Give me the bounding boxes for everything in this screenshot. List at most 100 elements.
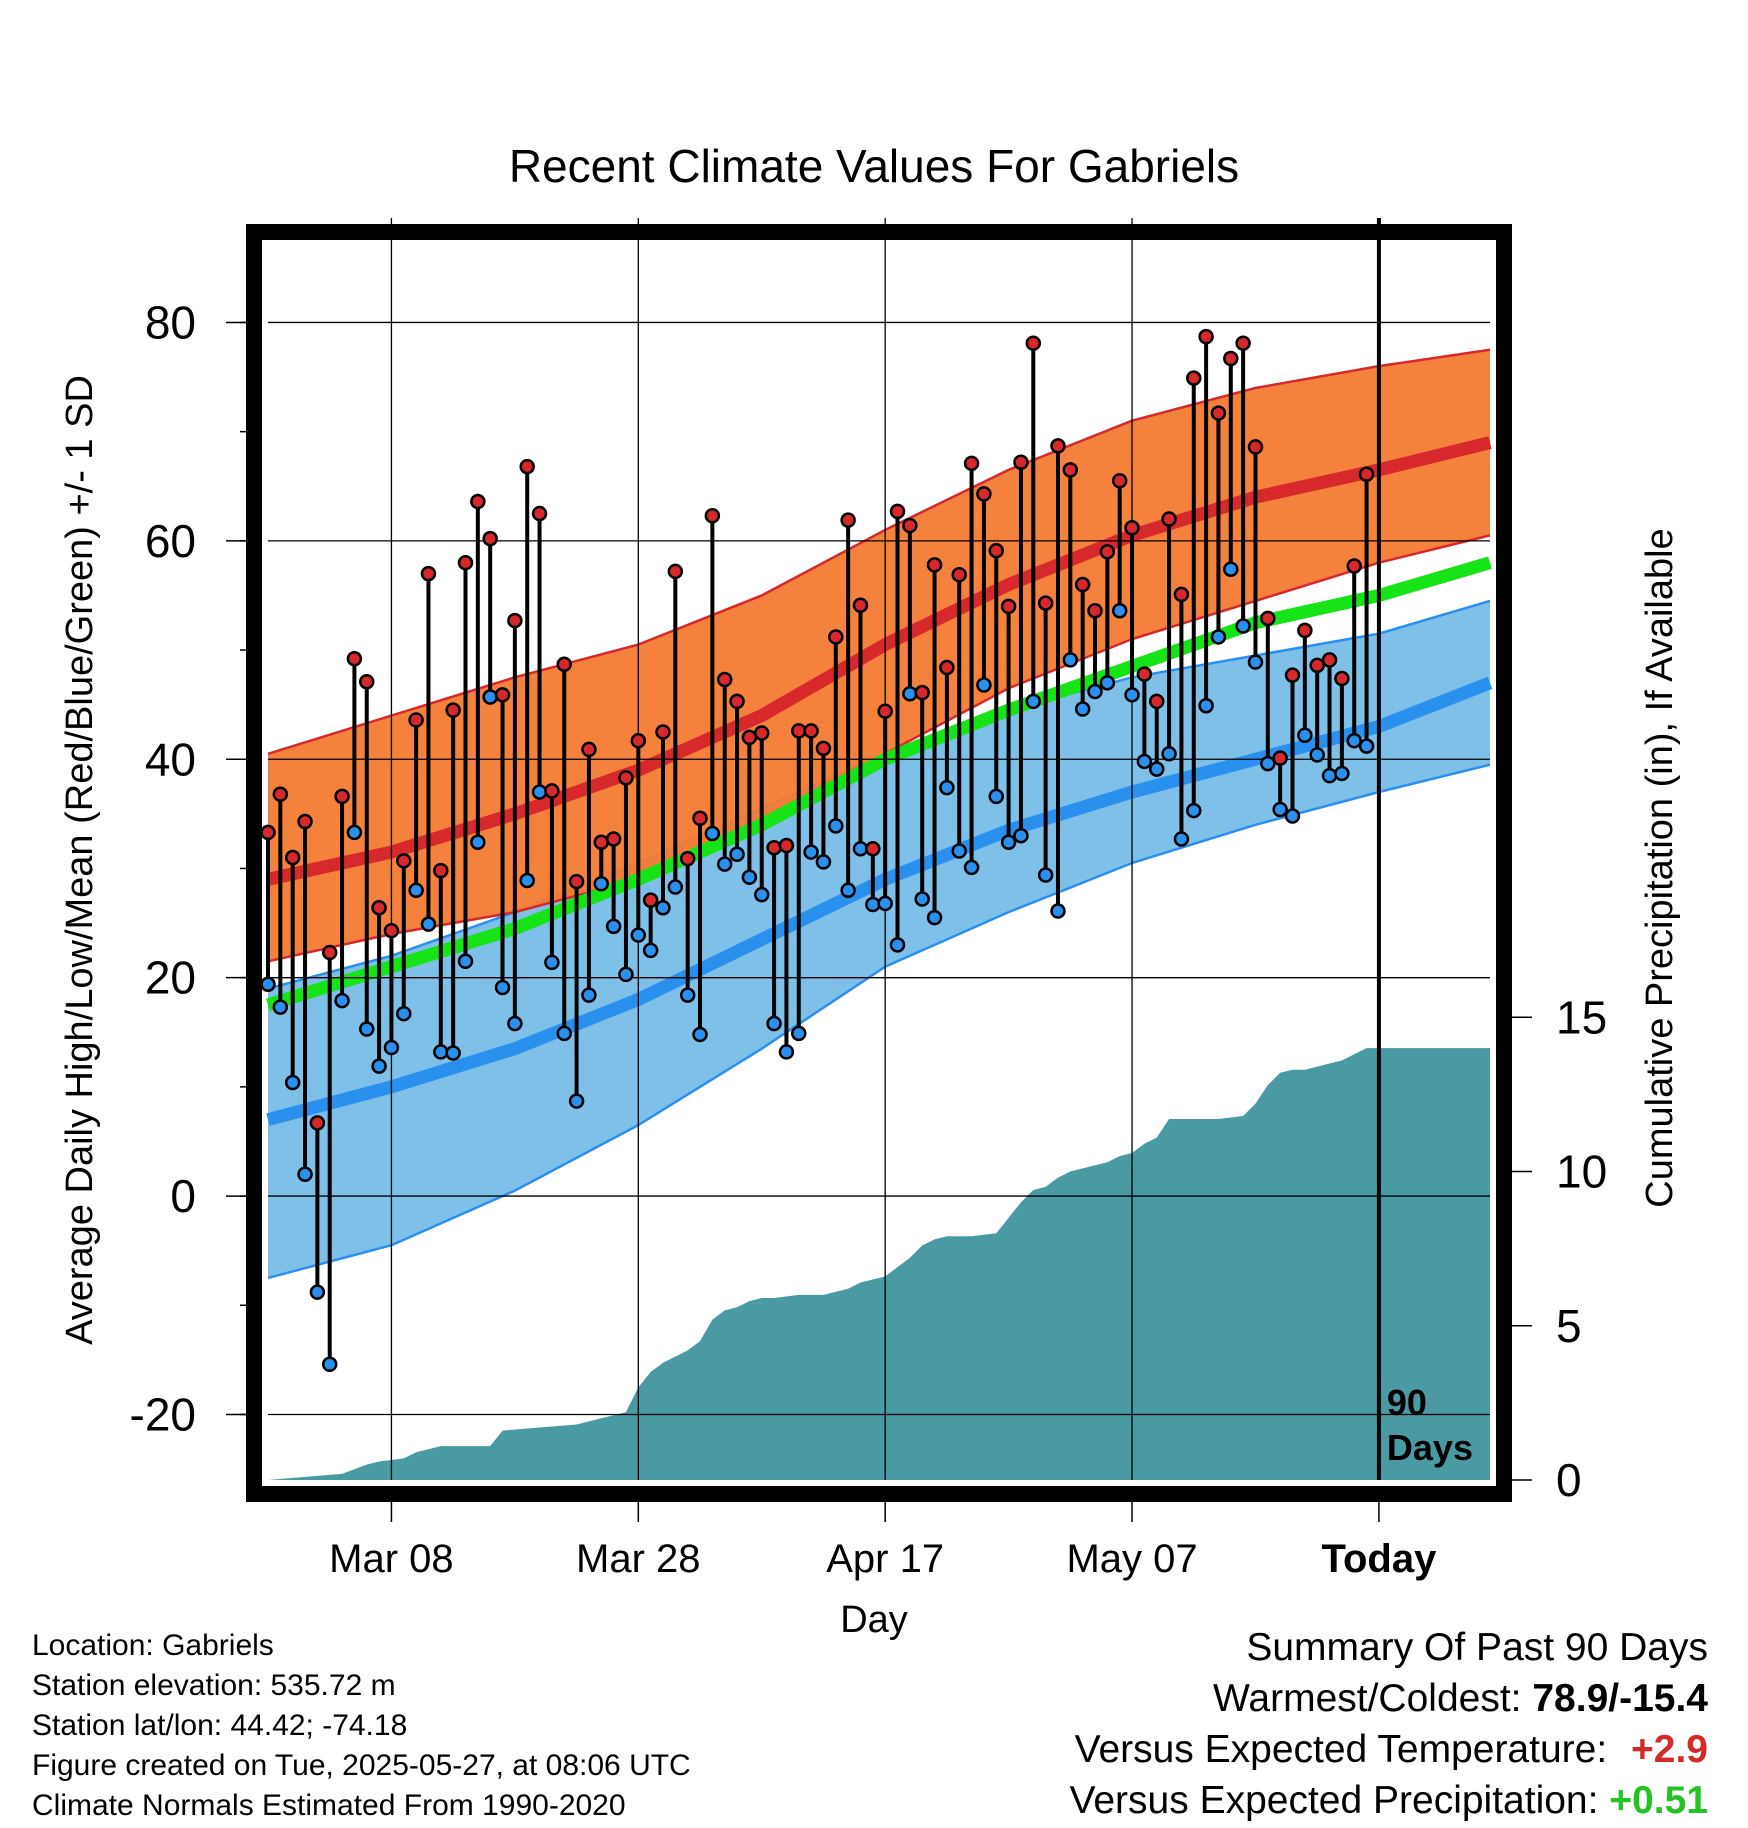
daily-high-point	[408, 712, 424, 728]
daily-high-point	[1148, 693, 1165, 710]
daily-low-point	[1346, 732, 1362, 749]
daily-high-point	[1161, 511, 1177, 527]
daily-low-point	[1173, 831, 1190, 847]
daily-low-point	[939, 779, 955, 796]
daily-high-point	[1173, 586, 1190, 603]
x-tick-label: Mar 08	[329, 1537, 454, 1581]
y2-tick-label: 0	[1556, 1454, 1582, 1506]
daily-low-point	[803, 844, 819, 860]
daily-low-point	[531, 784, 548, 800]
daily-high-point	[1037, 595, 1054, 611]
daily-low-point	[334, 992, 350, 1009]
daily-low-point	[951, 843, 967, 859]
y-tick-label: 20	[145, 952, 196, 1004]
daily-low-point	[1284, 808, 1301, 824]
daily-low-point	[1223, 561, 1239, 577]
daily-high-point	[383, 922, 400, 939]
summary-temperature: Versus Expected Temperature: +2.9	[1070, 1724, 1708, 1775]
daily-low-point	[494, 979, 511, 996]
daily-low-point	[1210, 629, 1227, 645]
daily-high-point	[272, 786, 289, 802]
daily-low-point	[963, 859, 980, 876]
daily-high-point	[877, 703, 893, 719]
daily-high-point	[284, 849, 301, 866]
daily-high-point	[1074, 576, 1091, 593]
daily-low-point	[692, 1026, 708, 1043]
daily-high-point	[1223, 350, 1239, 367]
daily-low-point	[1321, 767, 1338, 784]
daily-high-point	[1321, 652, 1338, 668]
location-text: Location: Gabriels	[32, 1629, 274, 1662]
daily-low-point	[1099, 675, 1116, 691]
daily-low-point	[581, 987, 597, 1003]
daily-low-point	[852, 841, 869, 857]
daily-low-point	[309, 1284, 326, 1300]
daily-high-point	[1284, 667, 1301, 683]
daily-low-point	[1198, 697, 1214, 714]
daily-low-point	[371, 1058, 387, 1074]
daily-low-point	[1297, 727, 1313, 743]
daily-low-point	[1309, 747, 1325, 763]
daily-low-point	[1358, 738, 1375, 754]
daily-high-point	[1260, 610, 1276, 627]
daily-high-point	[729, 693, 745, 710]
x-tick-label: Today	[1321, 1537, 1437, 1581]
today-days-number: 90	[1387, 1382, 1427, 1423]
daily-high-point	[334, 788, 350, 805]
daily-high-point	[865, 841, 881, 857]
x-tick-label: May 07	[1066, 1537, 1197, 1581]
daily-low-point	[889, 937, 906, 953]
daily-low-point	[433, 1044, 449, 1060]
daily-high-point	[741, 729, 758, 746]
daily-high-point	[976, 486, 992, 502]
daily-low-point	[1037, 867, 1054, 883]
daily-low-point	[1235, 618, 1251, 634]
warm-cold-label: Warmest/Coldest:	[1213, 1677, 1522, 1720]
daily-low-point	[1050, 903, 1066, 919]
daily-low-point	[297, 1166, 313, 1182]
daily-high-point	[371, 900, 387, 916]
daily-high-point	[1334, 670, 1350, 687]
y2-tick-label: 15	[1556, 991, 1607, 1043]
daily-high-point	[470, 493, 486, 510]
daily-high-point	[1210, 405, 1227, 421]
summary-panel: Summary Of Past 90 Days Warmest/Coldest:…	[1070, 1622, 1709, 1826]
daily-low-point	[988, 788, 1005, 805]
daily-high-point	[791, 723, 807, 739]
daily-high-point	[581, 741, 597, 758]
daily-low-point	[679, 987, 696, 1003]
daily-high-point	[531, 505, 548, 522]
daily-high-point	[519, 458, 535, 475]
daily-low-point	[1161, 746, 1177, 762]
daily-low-point	[260, 976, 276, 992]
daily-high-point	[889, 503, 906, 520]
daily-low-point	[445, 1045, 461, 1061]
daily-low-point	[346, 824, 363, 841]
daily-low-point	[482, 689, 498, 705]
daily-low-point	[667, 879, 684, 895]
daily-high-point	[346, 651, 363, 667]
y-tick-label: 0	[170, 1170, 196, 1222]
daily-high-point	[556, 656, 572, 672]
daily-high-point	[1136, 666, 1153, 682]
daily-high-point	[1235, 335, 1251, 351]
y2-tick-label: 5	[1556, 1300, 1582, 1352]
daily-low-point	[284, 1074, 301, 1091]
daily-high-point	[457, 554, 474, 571]
daily-low-point	[383, 1039, 400, 1056]
daily-low-point	[568, 1093, 585, 1109]
daily-low-point	[1260, 755, 1276, 772]
daily-high-point	[358, 673, 375, 690]
daily-low-point	[1247, 654, 1264, 670]
daily-low-point	[556, 1025, 572, 1042]
daily-high-point	[704, 507, 721, 524]
daily-high-point	[1000, 598, 1017, 615]
daily-high-point	[951, 566, 967, 583]
daily-low-point	[753, 886, 770, 903]
daily-high-point	[1346, 558, 1362, 574]
daily-high-point	[963, 455, 980, 472]
plot-frame	[246, 224, 1512, 1502]
precipitation-area	[268, 1048, 1490, 1480]
today-days-label: Days	[1387, 1427, 1473, 1468]
